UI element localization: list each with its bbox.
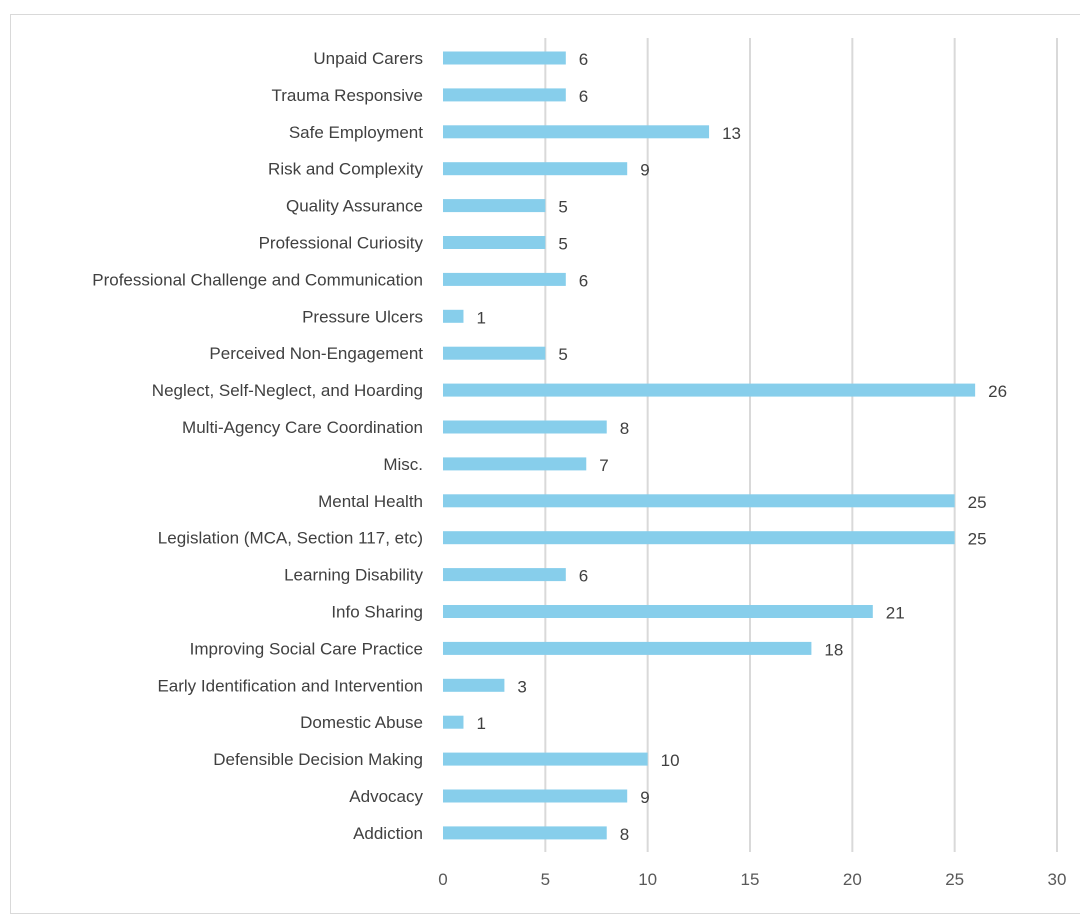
x-tick-label: 15 <box>741 870 760 889</box>
category-label: Neglect, Self-Neglect, and Hoarding <box>152 381 423 400</box>
value-label: 1 <box>476 308 485 327</box>
value-label: 9 <box>640 788 649 807</box>
bar <box>443 568 566 582</box>
category-label: Safe Employment <box>289 123 423 142</box>
category-label: Quality Assurance <box>286 197 423 216</box>
bar <box>443 641 812 655</box>
category-label: Early Identification and Intervention <box>157 676 423 695</box>
category-label: Professional Curiosity <box>259 234 424 253</box>
category-labels: Unpaid Carers Trauma Responsive Safe Emplo… <box>92 49 423 843</box>
category-label: Multi-Agency Care Coordination <box>182 418 423 437</box>
value-label: 25 <box>968 493 987 512</box>
value-label: 21 <box>886 604 905 623</box>
bar <box>443 309 464 323</box>
value-label: 3 <box>517 677 526 696</box>
value-label: 13 <box>722 124 741 143</box>
value-label: 6 <box>579 50 588 69</box>
value-label: 6 <box>579 87 588 106</box>
category-label: Trauma Responsive <box>272 86 424 105</box>
category-label: Risk and Complexity <box>268 160 423 179</box>
bar <box>443 51 566 65</box>
value-label: 26 <box>988 382 1007 401</box>
value-label: 7 <box>599 456 608 475</box>
value-label: 5 <box>558 345 567 364</box>
value-label: 8 <box>620 419 629 438</box>
bars <box>443 51 976 840</box>
x-tick-label: 30 <box>1048 870 1067 889</box>
value-label: 9 <box>640 161 649 180</box>
value-label: 1 <box>476 714 485 733</box>
bar <box>443 346 546 360</box>
category-label: Pressure Ulcers <box>302 307 423 326</box>
x-tick-label: 25 <box>945 870 964 889</box>
grid-lines <box>544 38 1058 852</box>
x-tick-label: 0 <box>438 870 447 889</box>
category-label: Learning Disability <box>284 566 423 585</box>
value-label: 25 <box>968 530 987 549</box>
value-label: 10 <box>661 751 680 770</box>
bar <box>443 678 505 692</box>
category-label: Domestic Abuse <box>300 713 423 732</box>
category-label: Perceived Non-Engagement <box>209 344 423 363</box>
value-label: 18 <box>824 640 843 659</box>
category-label: Mental Health <box>318 492 423 511</box>
category-label: Improving Social Care Practice <box>190 639 423 658</box>
category-label: Professional Challenge and Communication <box>92 270 423 289</box>
category-label: Legislation (MCA, Section 117, etc) <box>158 529 423 548</box>
bar <box>443 605 873 618</box>
x-tick-label: 20 <box>843 870 862 889</box>
bar <box>443 420 607 434</box>
category-label: Unpaid Carers <box>313 49 423 68</box>
bar <box>443 789 628 803</box>
value-label: 6 <box>579 567 588 586</box>
value-label: 6 <box>579 271 588 290</box>
value-label: 5 <box>558 235 567 254</box>
bar <box>443 199 546 213</box>
value-label: 8 <box>620 825 629 844</box>
bar <box>443 531 955 545</box>
bar <box>443 457 587 471</box>
category-label: Defensible Decision Making <box>213 750 423 769</box>
bar <box>443 752 648 766</box>
bar <box>443 826 607 840</box>
bar <box>443 272 566 286</box>
bar <box>443 383 976 397</box>
x-axis-tick-labels: 0 5 10 15 20 25 30 <box>438 870 1066 889</box>
bar <box>443 715 464 729</box>
bar <box>443 494 955 508</box>
bar <box>443 162 628 176</box>
category-label: Misc. <box>383 455 423 474</box>
bar <box>443 125 710 139</box>
bar-chart: Unpaid Carers Trauma Responsive Safe Emplo… <box>92 38 1066 889</box>
x-tick-label: 5 <box>541 870 550 889</box>
bar <box>443 88 566 102</box>
category-label: Advocacy <box>349 787 423 806</box>
category-label: Addiction <box>353 824 423 843</box>
category-label: Info Sharing <box>331 603 423 622</box>
bar <box>443 236 546 249</box>
value-label: 5 <box>558 198 567 217</box>
x-tick-label: 10 <box>638 870 657 889</box>
